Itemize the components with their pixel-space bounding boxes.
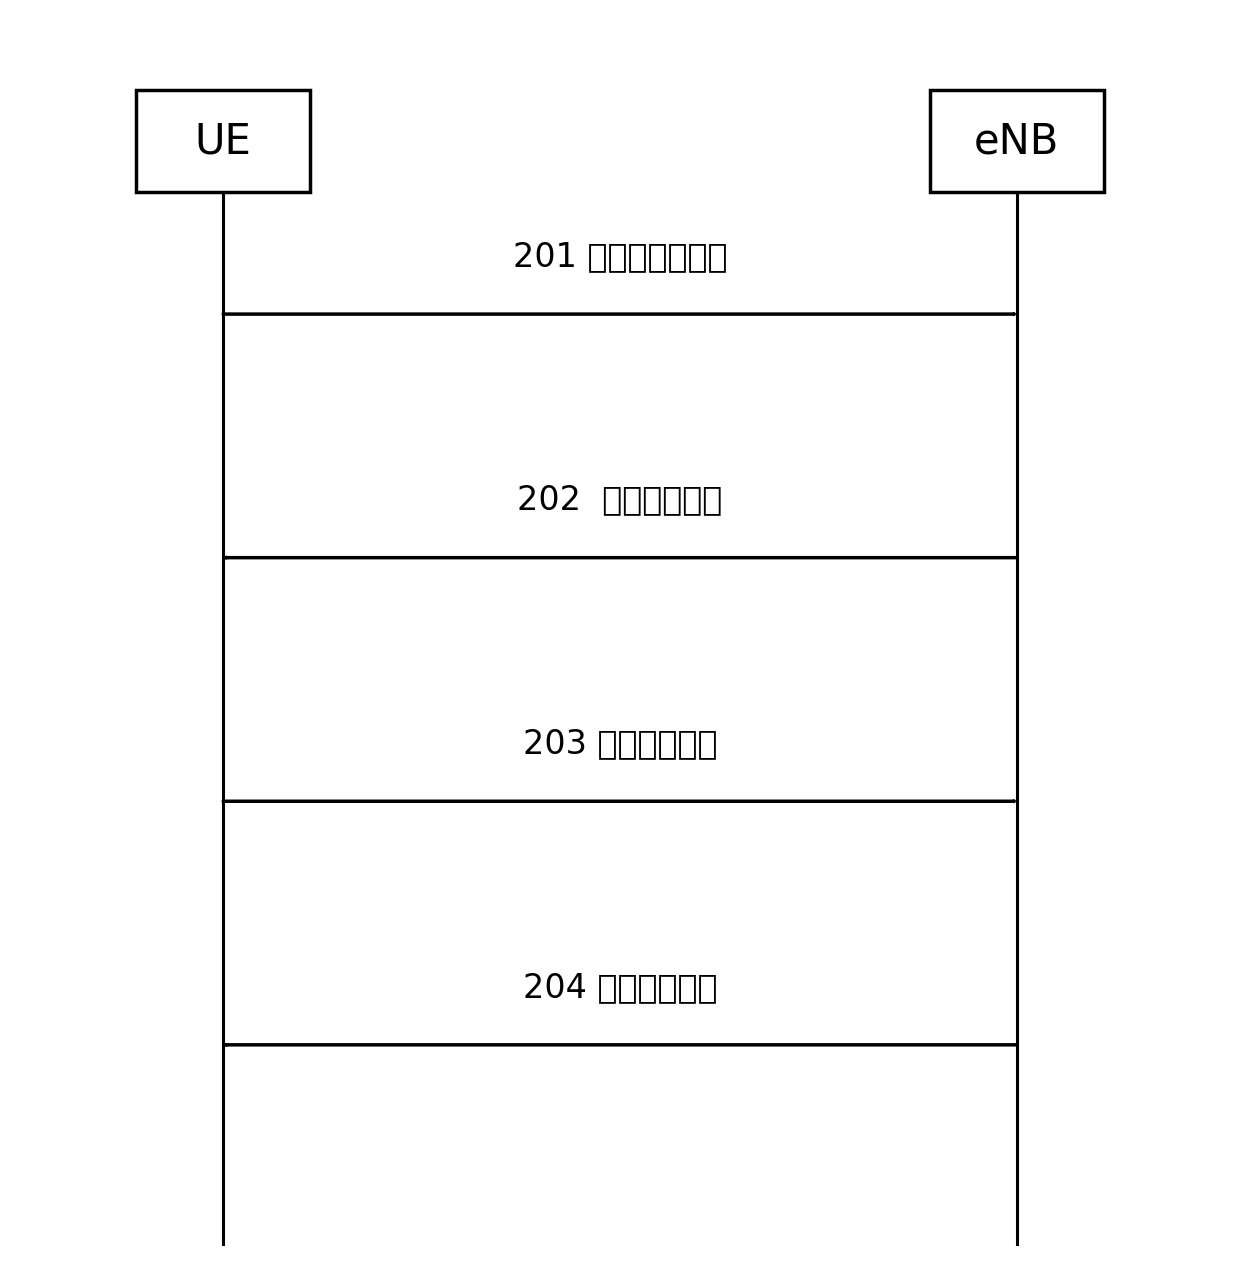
Text: 204 竞争决议消息: 204 竞争决议消息 (523, 970, 717, 1004)
Text: 202  随机接入响应: 202 随机接入响应 (517, 483, 723, 517)
Bar (136, 90, 310, 192)
Text: 203 调度信息传输: 203 调度信息传输 (523, 727, 717, 760)
Text: UE: UE (195, 121, 252, 162)
Text: 201 随机接入前导码: 201 随机接入前导码 (513, 240, 727, 273)
Text: eNB: eNB (975, 121, 1059, 162)
Bar (930, 90, 1104, 192)
